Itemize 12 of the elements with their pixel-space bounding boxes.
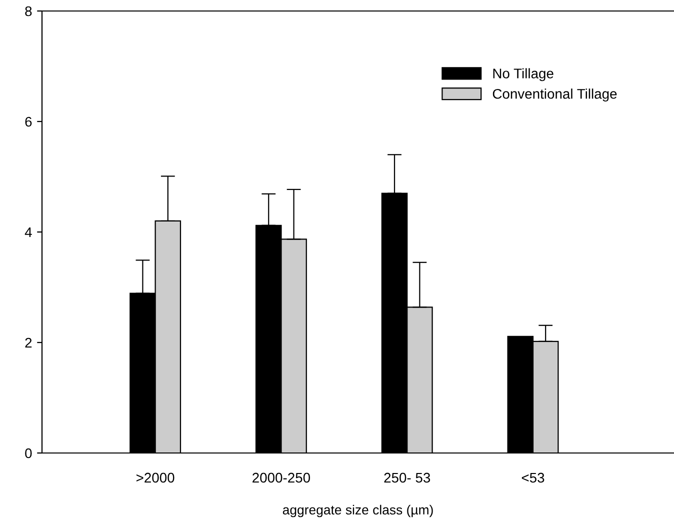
legend-label: Conventional Tillage bbox=[492, 88, 617, 102]
x-tick-label: 250- 53 bbox=[384, 472, 430, 483]
y-tick-label: 6 bbox=[25, 116, 32, 127]
y-tick-label: 0 bbox=[25, 448, 32, 458]
x-tick-label: <53 bbox=[522, 472, 544, 483]
y-tick-label: 4 bbox=[24, 227, 32, 238]
y-tick-label: 2 bbox=[25, 338, 32, 348]
y-tick-label: 8 bbox=[25, 6, 32, 16]
x-tick-label: >2000 bbox=[136, 472, 174, 483]
x-tick-label: 2000-250 bbox=[252, 472, 310, 483]
x-axis-title: aggregate size class (µm) bbox=[282, 504, 433, 518]
legend-label: No Tillage bbox=[493, 68, 554, 82]
